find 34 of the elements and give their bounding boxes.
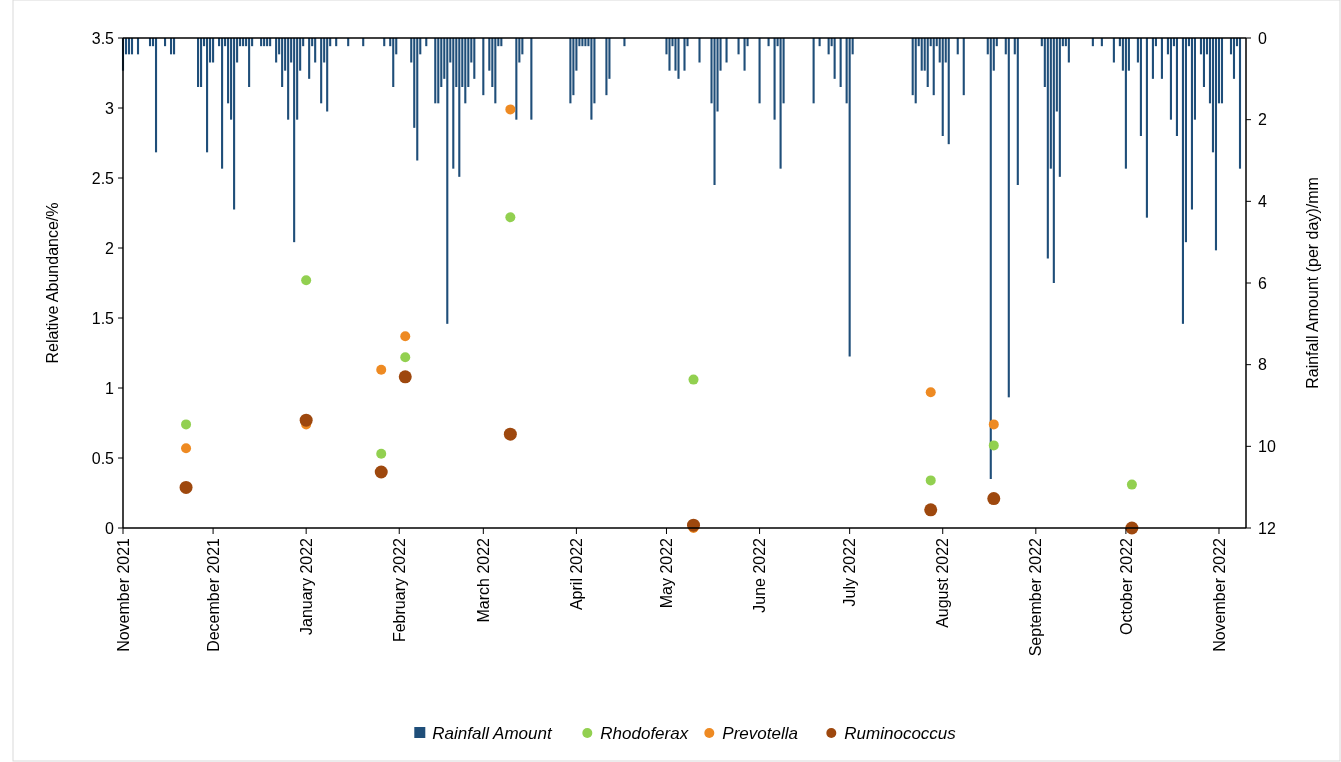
x-tick-label: August 2022 bbox=[934, 537, 952, 628]
y-tick-label: 1 bbox=[105, 379, 115, 397]
legend-label: Rainfall Amount bbox=[432, 723, 553, 743]
y2-tick-label: 4 bbox=[1258, 192, 1267, 210]
y2-axis-title: Rainfall Amount (per day)/mm bbox=[1304, 177, 1321, 389]
y2-tick-label: 12 bbox=[1258, 519, 1276, 537]
x-tick-label: September 2022 bbox=[1027, 537, 1045, 657]
y-axis-title: Relative Abundance/% bbox=[44, 202, 61, 364]
x-tick-label: November 2022 bbox=[1210, 537, 1228, 652]
x-tick-label: May 2022 bbox=[658, 537, 676, 609]
y-tick-label: 2.5 bbox=[91, 169, 115, 187]
y-tick-label: 3.5 bbox=[91, 29, 115, 47]
x-tick-label: November 2021 bbox=[114, 537, 132, 652]
x-tick-label: January 2022 bbox=[297, 537, 315, 635]
y2-tick-label: 10 bbox=[1258, 437, 1276, 455]
x-tick-label: February 2022 bbox=[390, 537, 408, 643]
y2-tick-label: 0 bbox=[1258, 29, 1267, 47]
y-tick-label: 3 bbox=[105, 99, 115, 117]
x-tick-label: July 2022 bbox=[841, 537, 859, 607]
x-tick-label: December 2021 bbox=[204, 537, 222, 652]
legend-label: Prevotella bbox=[722, 723, 798, 743]
y2-tick-label: 6 bbox=[1258, 274, 1267, 292]
x-tick-label: March 2022 bbox=[474, 537, 492, 623]
y2-tick-label: 8 bbox=[1258, 356, 1267, 374]
x-tick-label: June 2022 bbox=[751, 537, 769, 613]
legend-label: Rhodoferax bbox=[600, 723, 689, 743]
y-tick-label: 2 bbox=[105, 239, 115, 257]
y2-tick-label: 2 bbox=[1258, 111, 1267, 129]
y-tick-label: 1.5 bbox=[91, 309, 115, 327]
y-tick-label: 0 bbox=[105, 519, 115, 537]
y-tick-label: 0.5 bbox=[91, 449, 115, 467]
legend-label: Ruminococcus bbox=[844, 723, 957, 743]
x-tick-label: April 2022 bbox=[568, 537, 585, 611]
x-tick-label: October 2022 bbox=[1117, 537, 1135, 635]
